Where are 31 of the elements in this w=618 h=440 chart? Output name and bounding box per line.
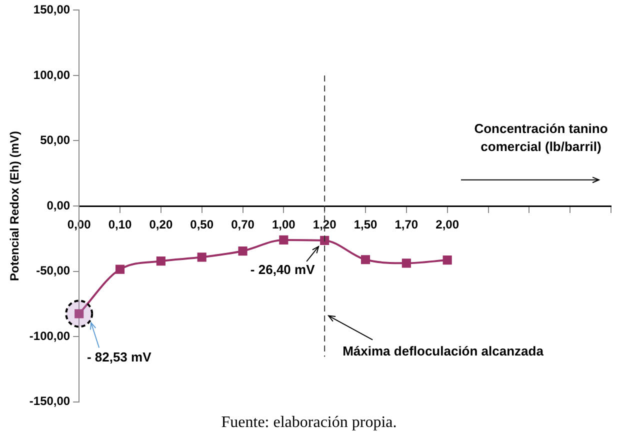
x-tick-label: 1,00 [272, 218, 296, 232]
point [402, 258, 411, 268]
point [115, 264, 125, 274]
x-tick-label: 0,50 [190, 218, 214, 232]
point [320, 236, 330, 245]
point [279, 235, 288, 244]
x-tick-label: 2,00 [436, 218, 460, 232]
x-tick-label: 1,70 [394, 218, 418, 232]
annotation: - 26,40 mV [250, 262, 316, 278]
y-tick-label: -50,00 [36, 264, 70, 278]
point [238, 246, 248, 256]
x-tick-label: 1,50 [354, 218, 378, 232]
y-tick-label: 150,00 [33, 2, 70, 17]
y-tick-label: 50,00 [40, 133, 70, 148]
y-tick-label: 100,00 [33, 68, 70, 82]
y-axis-title: Potencial Redox (Eh) (mV) [8, 130, 22, 282]
x-tick-label: 0,10 [108, 218, 132, 232]
x-tick-label: 0,20 [149, 218, 173, 232]
x-tick-label: 1,20 [312, 218, 337, 232]
ref-line-label: Máxima defloculación alcanzada [342, 343, 544, 358]
y-tick-label: -100,00 [29, 328, 70, 343]
x-axis-title: Concentración tanino comercial (lb/barril) [474, 120, 608, 154]
annotation: - 82,53 mV [86, 349, 152, 364]
point [442, 256, 452, 265]
x-tick-label: 0,70 [231, 218, 255, 232]
y-tick-label: -150,00 [29, 394, 70, 408]
y-tick-label: 0,00 [46, 198, 70, 212]
source-note: Fuente: elaboración propia. [220, 414, 398, 432]
point [156, 256, 166, 266]
point [197, 252, 206, 262]
point [360, 255, 370, 264]
